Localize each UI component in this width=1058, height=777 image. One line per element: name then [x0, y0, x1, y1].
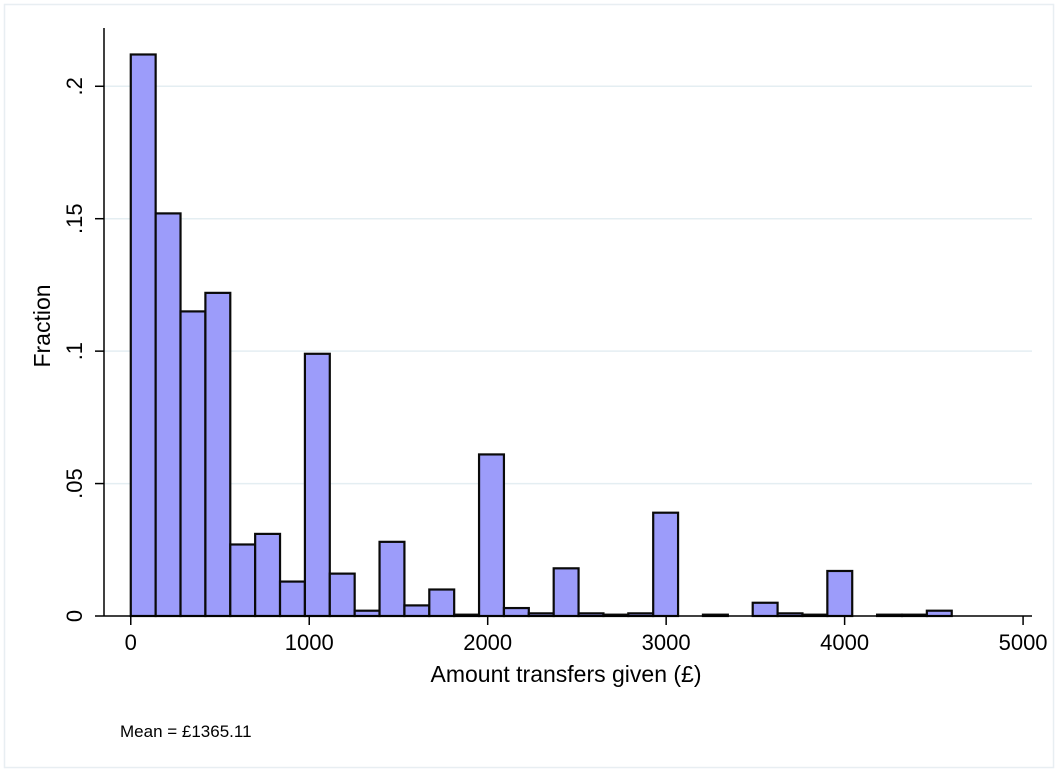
x-tick-label: 5000 — [999, 630, 1048, 655]
histogram-bar — [129, 53, 157, 618]
y-tick-label: .05 — [62, 468, 87, 499]
y-axis-label: Fraction — [29, 284, 55, 367]
histogram-bar — [477, 453, 506, 618]
y-tick-label: .2 — [62, 77, 87, 95]
histogram-bar — [925, 609, 953, 618]
histogram-bar — [403, 604, 431, 618]
x-tick-label: 0 — [125, 630, 137, 655]
histogram-bar — [826, 569, 854, 618]
y-tick-label: 0 — [62, 610, 87, 622]
histogram-bar — [552, 567, 580, 618]
axes — [103, 28, 1032, 617]
histogram-bar — [502, 606, 530, 618]
y-tick-label: .1 — [62, 342, 87, 360]
histogram-bar — [229, 543, 257, 618]
gridlines — [104, 85, 1032, 485]
histogram-bar — [328, 572, 356, 618]
x-tick-label: 2000 — [463, 630, 512, 655]
histogram-bar — [751, 601, 779, 618]
histogram-bar — [378, 540, 406, 618]
x-tick-label: 3000 — [642, 630, 691, 655]
histogram-bar — [652, 511, 680, 618]
x-axis-label: Amount transfers given (£) — [430, 661, 701, 687]
histogram-bar — [278, 580, 307, 618]
y-axis-ticks: 0 .05 .1 .15 .2 — [62, 77, 104, 622]
histogram-bar — [254, 532, 282, 618]
histogram-bar — [303, 352, 331, 618]
histogram-bar — [204, 291, 232, 618]
x-tick-label: 1000 — [285, 630, 334, 655]
y-tick-label: .15 — [62, 203, 87, 234]
histogram-bar — [179, 310, 207, 618]
x-tick-label: 4000 — [820, 630, 869, 655]
mean-annotation: Mean = £1365.11 — [120, 722, 252, 741]
histogram-bar — [353, 609, 381, 618]
histogram-bar — [428, 588, 456, 618]
x-axis-ticks: 0 1000 2000 3000 4000 5000 — [125, 616, 1048, 655]
histogram-bar — [154, 212, 182, 618]
